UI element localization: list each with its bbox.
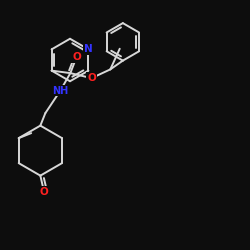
Text: O: O [87,73,96,83]
Text: O: O [72,52,81,62]
Text: O: O [40,187,48,197]
Text: N: N [84,44,93,54]
Text: NH: NH [52,86,68,96]
